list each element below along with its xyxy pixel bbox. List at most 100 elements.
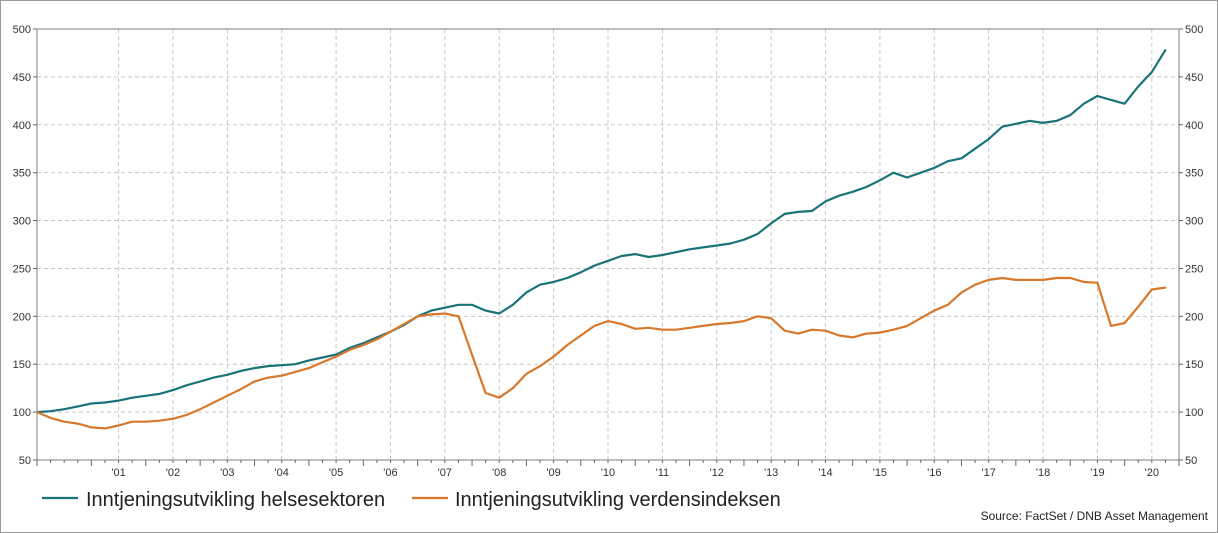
series-0-point (933, 166, 936, 169)
series-1-point (824, 329, 827, 332)
series-0-point (49, 410, 52, 413)
series-1-point (634, 327, 637, 330)
series-1-point (566, 344, 569, 346)
y-tick-label-left: 100 (13, 407, 31, 419)
y-tick-label-right: 500 (1185, 24, 1203, 36)
series-1-point (620, 323, 623, 325)
series-0-point (579, 271, 582, 274)
y-tick-label-left: 50 (19, 455, 31, 467)
grid (37, 29, 1179, 460)
series-0-point (1123, 102, 1126, 105)
series-1-point (226, 394, 229, 397)
series-0-point (63, 408, 66, 411)
y-tick-label-right: 100 (1185, 407, 1203, 419)
series-0-point (797, 211, 800, 213)
series-0-point (199, 380, 202, 383)
series-1-point (443, 312, 446, 315)
x-tick-label: '05 (329, 467, 343, 479)
series-1-point (783, 329, 786, 332)
series-0-point (267, 365, 270, 368)
series-0-point (906, 176, 908, 179)
series-0-point (1001, 125, 1004, 128)
series-1-point (280, 374, 283, 377)
series-0-point (729, 242, 732, 245)
series-0-point (1150, 71, 1153, 73)
y-tick-label-right: 150 (1185, 359, 1203, 371)
y-tick-label-left: 150 (13, 359, 31, 371)
series-0-point (661, 254, 664, 256)
series-1-point (838, 334, 841, 337)
series-0-point (539, 283, 541, 286)
series-0-point (1028, 120, 1031, 122)
series-0-point (634, 253, 637, 255)
series-1-point (158, 419, 161, 422)
series-0-point (620, 255, 623, 257)
y-tick-label-right: 200 (1185, 311, 1203, 323)
series-1-point (253, 380, 256, 383)
series-1-point (797, 332, 800, 335)
series-1-point (1110, 325, 1112, 327)
series-0-point (770, 222, 773, 225)
series-lines (36, 49, 1167, 430)
series-0-point (1082, 102, 1085, 105)
series-1-point (1028, 279, 1031, 281)
series-0-point (715, 244, 718, 247)
series-0-point (552, 280, 555, 283)
series-1-point (498, 396, 501, 399)
x-tick-label: '12 (710, 467, 724, 479)
series-1-point (240, 388, 242, 391)
series-1-point (49, 416, 52, 419)
series-1-point (1164, 286, 1167, 289)
series-1-point (539, 365, 541, 368)
series-1-point (294, 370, 297, 373)
series-0-point (335, 353, 337, 356)
series-0-point (117, 399, 120, 402)
series-0-point (308, 359, 310, 362)
series-line-0 (36, 49, 1167, 414)
series-1-point (743, 320, 745, 323)
series-1-point (1082, 280, 1085, 283)
series-1-point (117, 424, 120, 427)
y-axis-left: 50 100 150 200 250 300 350 400 450 500 (13, 24, 37, 467)
series-0-point (348, 347, 351, 349)
series-1-point (1123, 322, 1126, 324)
y-tick-label-right: 250 (1185, 263, 1203, 275)
series-1-point (212, 401, 215, 404)
series-0-point (566, 277, 569, 279)
series-1-point (63, 420, 66, 423)
series-1-point (770, 317, 773, 320)
series-1-point (36, 411, 38, 414)
series-1-point (471, 353, 473, 356)
series-1-point (1014, 279, 1017, 281)
series-0-point (294, 363, 297, 366)
series-1-point (144, 420, 147, 423)
x-tick-label: '19 (1090, 467, 1104, 479)
series-0-point (743, 238, 745, 241)
series-1-point (675, 328, 677, 331)
series-1-point (756, 315, 759, 318)
series-1-point (647, 326, 650, 329)
series-0-point (185, 384, 188, 387)
series-1-point (1042, 279, 1044, 281)
series-0-point (702, 246, 705, 249)
series-1-point (389, 330, 392, 333)
series-1-point (933, 309, 936, 312)
x-tick-label: '10 (601, 467, 615, 479)
series-1-point (511, 387, 514, 390)
series-0-point (987, 138, 990, 141)
series-0-point (430, 309, 433, 312)
x-tick-label: '17 (981, 467, 995, 479)
series-0-point (1110, 98, 1112, 101)
series-0-point (158, 393, 161, 395)
x-tick-label: '09 (546, 467, 560, 479)
series-1-point (987, 279, 990, 281)
series-0-point (253, 367, 256, 369)
series-1-point (403, 323, 405, 325)
series-0-point (1096, 95, 1099, 97)
x-tick-label: '06 (383, 467, 397, 479)
series-line-1 (36, 276, 1166, 430)
y-tick-label-left: 450 (13, 72, 31, 84)
legend-label-world: Inntjeningsutvikling verdensindeksen (455, 489, 781, 511)
y-tick-label-left: 200 (13, 311, 31, 323)
series-1-point (348, 348, 351, 351)
